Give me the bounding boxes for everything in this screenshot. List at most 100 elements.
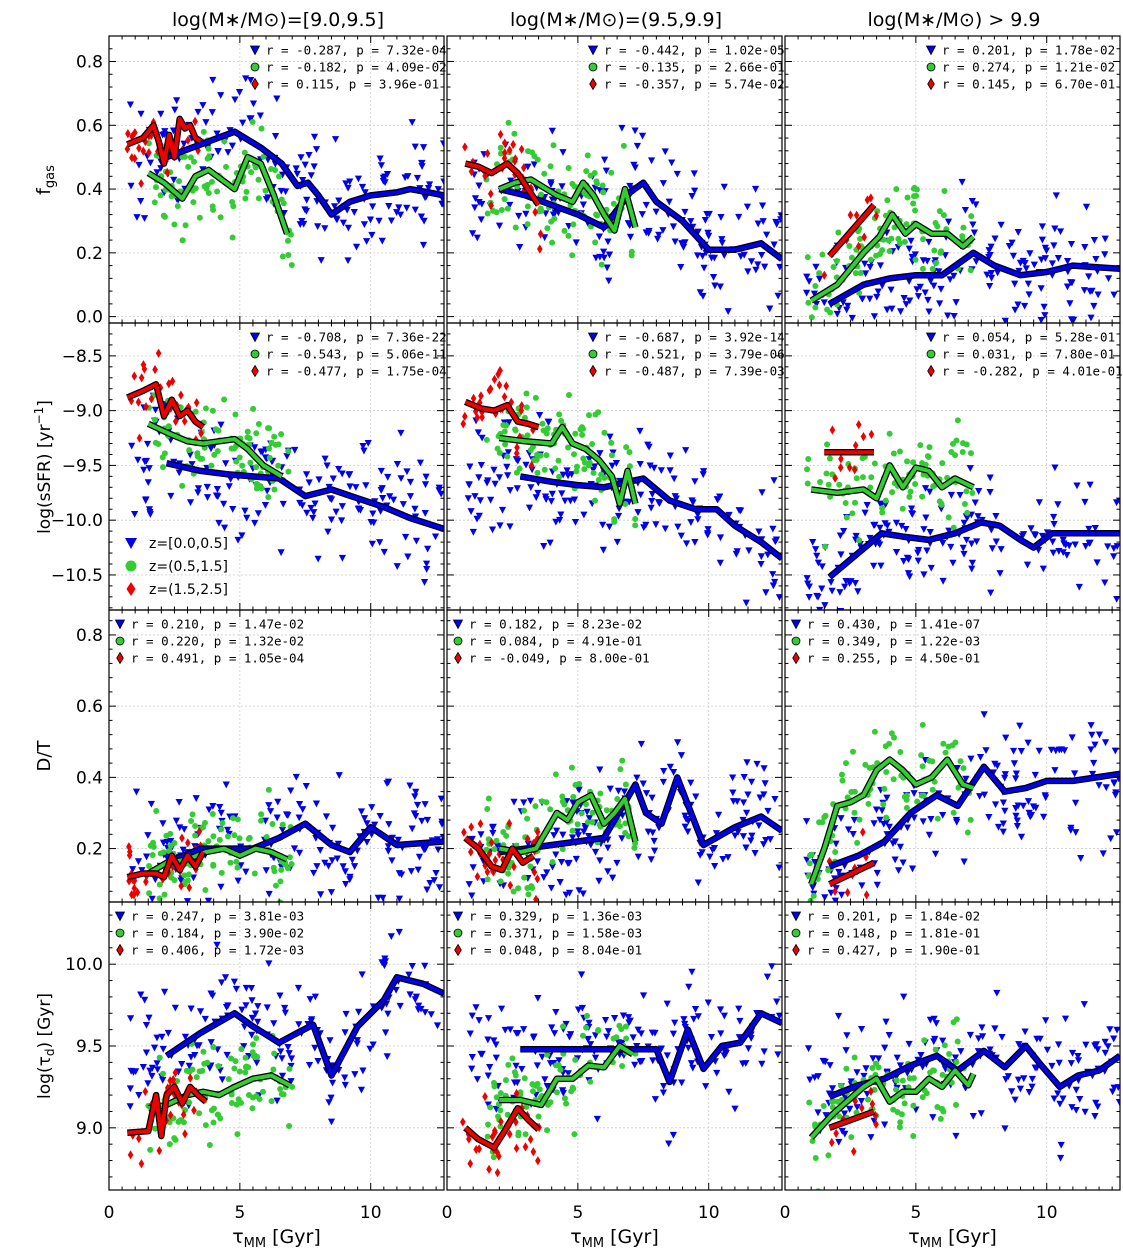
scatter-point-mid-z <box>179 237 186 244</box>
scatter-point-low-z <box>231 96 239 104</box>
scatter-point-mid-z <box>583 1012 590 1019</box>
scatter-point-low-z <box>419 144 428 151</box>
scatter-point-mid-z <box>803 466 810 473</box>
ticks <box>784 35 1120 323</box>
scatter-point-low-z <box>363 838 371 846</box>
scatter-point-mid-z <box>159 454 166 461</box>
scatter-point-low-z <box>204 897 213 902</box>
median-line-low-z <box>520 1011 782 1084</box>
scatter-point-low-z <box>869 1055 877 1063</box>
scatter-point-mid-z <box>617 766 624 773</box>
scatter-point-high-z <box>497 129 504 140</box>
scatter-point-low-z <box>284 1044 292 1051</box>
scatter-point-low-z <box>931 850 940 858</box>
scatter-point-high-z <box>180 1109 187 1120</box>
scatter-point-low-z <box>945 527 953 535</box>
scatter-point-low-z <box>550 832 558 839</box>
panel-r2-c2: r = -0.687, p = 3.92e-14r = -0.521, p = … <box>446 322 785 611</box>
scatter-point-low-z <box>739 833 748 840</box>
scatter-point-low-z <box>601 156 609 164</box>
scatter-point-low-z <box>279 500 287 508</box>
correlation-stat: r = 0.210, p = 1.47e-02 <box>131 617 304 632</box>
scatter-point-high-z <box>860 432 867 442</box>
scatter-point-low-z <box>802 818 811 825</box>
scatter-point-mid-z <box>815 1188 821 1190</box>
scatter-point-mid-z <box>205 838 212 845</box>
scatter-point-low-z <box>877 562 885 570</box>
scatter-point-low-z <box>295 1021 303 1029</box>
scatter-point-low-z <box>987 243 995 251</box>
scatter-point-low-z <box>303 196 311 204</box>
scatter-point-low-z <box>758 251 766 259</box>
scatter-point-low-z <box>866 295 874 303</box>
scatter-point-low-z <box>1091 741 1099 749</box>
scatter-point-low-z <box>941 252 949 259</box>
scatter-point-mid-z <box>869 1064 876 1071</box>
scatter-point-mid-z <box>233 458 240 465</box>
scatter-point-low-z <box>421 481 430 489</box>
scatter-point-mid-z <box>549 859 556 866</box>
scatter-point-low-z <box>218 1076 226 1084</box>
scatter-point-low-z <box>926 488 934 496</box>
scatter-point-low-z <box>159 1045 167 1053</box>
scatter-point-low-z <box>812 546 820 553</box>
scatter-point-low-z <box>238 532 246 540</box>
scatter-point-mid-z <box>871 460 878 467</box>
scatter-point-low-z <box>214 147 222 155</box>
correlation-stat: r = -0.487, p = 7.39e-03 <box>604 364 785 379</box>
scatter-point-high-z <box>832 886 838 896</box>
scatter-point-low-z <box>412 993 420 1001</box>
scatter-point-low-z <box>925 831 933 839</box>
scatter-point-low-z <box>214 493 222 501</box>
scatter-point-low-z <box>176 824 184 832</box>
scatter-point-low-z <box>745 547 753 555</box>
scatter-point-low-z <box>654 235 662 243</box>
scatter-point-mid-z <box>236 1068 243 1075</box>
scatter-point-low-z <box>382 1029 390 1037</box>
scatter-point-low-z <box>528 466 536 474</box>
scatter-point-low-z <box>546 1060 555 1067</box>
scatter-point-low-z <box>694 516 702 523</box>
scatter-point-mid-z <box>585 462 592 469</box>
scatter-point-low-z <box>1014 229 1022 236</box>
scatter-point-low-z <box>360 447 368 455</box>
scatter-point-low-z <box>821 602 829 609</box>
scatter-point-mid-z <box>538 191 545 198</box>
scatter-point-low-z <box>591 848 600 856</box>
scatter-point-mid-z <box>166 848 173 855</box>
scatter-point-low-z <box>465 881 473 888</box>
scatter-point-mid-z <box>945 514 952 521</box>
scatter-point-low-z <box>411 206 419 214</box>
scatter-point-mid-z <box>541 170 548 177</box>
scatter-point-low-z <box>384 847 392 855</box>
median-line-mid-z <box>147 155 289 235</box>
scatter-point-low-z <box>345 471 353 479</box>
scatter-point-low-z <box>522 210 530 218</box>
scatter-point-low-z <box>1099 850 1107 858</box>
scatter-point-low-z <box>691 478 699 485</box>
scatter-point-mid-z <box>524 815 531 822</box>
scatter-point-low-z <box>468 1012 476 1020</box>
scatter-point-low-z <box>644 229 653 237</box>
scatter-point-mid-z <box>552 465 559 472</box>
scatter-point-mid-z <box>614 795 621 802</box>
scatter-point-low-z <box>870 1117 878 1125</box>
scatter-point-low-z <box>307 504 315 512</box>
scatter-point-low-z <box>742 844 750 852</box>
scatter-point-mid-z <box>497 144 504 151</box>
scatter-point-low-z <box>287 1055 296 1063</box>
scatter-point-low-z <box>1036 1035 1044 1043</box>
scatter-point-low-z <box>614 512 623 520</box>
scatter-point-low-z <box>771 795 779 803</box>
scatter-point-mid-z <box>280 200 287 207</box>
scatter-point-low-z <box>899 859 907 867</box>
scatter-point-mid-z <box>920 792 927 799</box>
scatter-point-low-z <box>544 418 552 426</box>
scatter-point-low-z <box>1020 1075 1028 1083</box>
scatter-point-mid-z <box>598 261 605 268</box>
scatter-point-low-z <box>1021 302 1029 310</box>
scatter-point-low-z <box>1094 1103 1102 1111</box>
scatter-point-low-z <box>963 514 972 521</box>
scatter-point-high-z <box>858 1103 865 1113</box>
scatter-point-low-z <box>251 444 259 452</box>
